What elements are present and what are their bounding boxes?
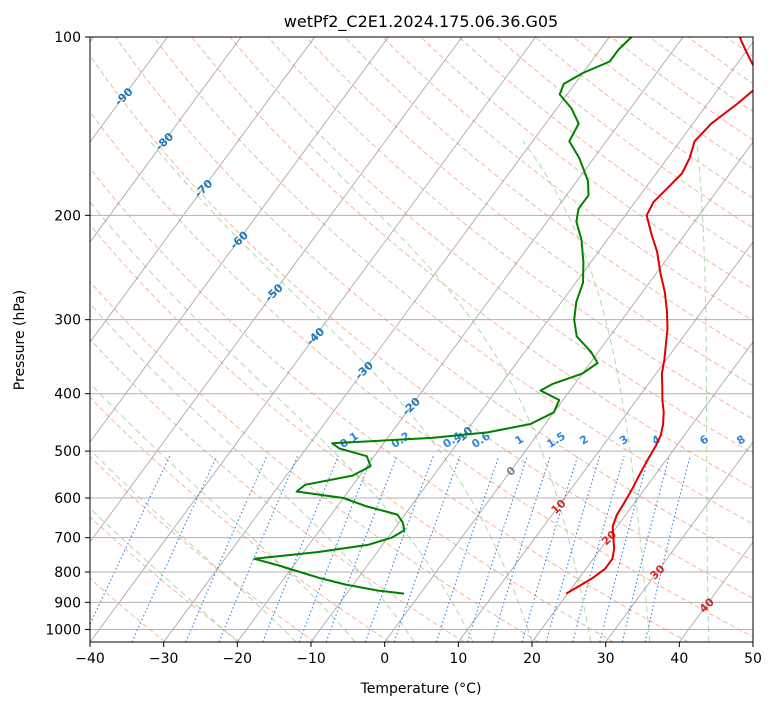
mixing-ratio-line [185,455,268,642]
dry-adiabat-line [90,455,315,642]
dry-adiabat-line [610,37,753,141]
isotherm-line [310,41,753,642]
mixing-ratio-line [545,456,601,642]
isotherm-line [384,141,753,642]
isotherm-line [163,37,610,642]
y-tick-label: 700 [54,531,81,547]
isotherm-line [90,37,389,443]
x-tick-label: 30 [597,651,615,667]
y-tick-label: 300 [54,313,81,329]
chart-title: wetPf2_C2E1.2024.175.06.36.G05 [284,12,558,32]
x-tick-label: −10 [296,651,326,667]
plot-area: 0.10.20.40.611.52346810131620253036-100-… [90,37,753,642]
mixing-ratio-line [521,456,579,642]
y-tick-label: 1000 [45,622,81,638]
x-tick-label: −40 [75,651,105,667]
plot-frame [89,36,754,643]
dry-adiabat-line [381,37,753,322]
dry-adiabat-line [90,280,540,642]
y-tick-label: 400 [54,387,81,403]
isotherm-line [90,37,316,343]
dry-adiabat-line [229,37,753,454]
x-tick-label: 20 [523,651,541,667]
temperature-profile-line [565,37,753,595]
mixing-ratio-line [435,456,500,642]
x-tick-label: −30 [149,651,179,667]
dry-adiabat-line [420,37,753,290]
y-tick-label: 900 [54,595,81,611]
dry-adiabat-line [90,338,465,642]
y-tick-label: 200 [54,208,81,224]
dry-adiabat-line [114,37,753,562]
mixing-ratio-line [466,456,528,642]
mixing-ratio-line [325,455,398,642]
isotherm-line [90,37,537,642]
mixing-ratio-line [393,456,461,642]
dry-adiabat-line [496,37,753,229]
x-axis-title: Temperature (°C) [360,681,482,697]
dry-adiabat-line [90,167,689,642]
y-tick-label: 500 [54,444,81,460]
mixing-ratio-line [262,455,339,642]
isotherm-line [605,441,753,642]
isotherm-line [90,37,168,143]
y-tick-label: 800 [54,565,81,581]
y-tick-label: 600 [54,491,81,507]
x-tick-label: 40 [670,651,688,667]
dry-adiabat-line [90,396,390,642]
dry-adiabat-line [153,37,753,525]
dewpoint-profile-line [253,37,633,595]
mixing-ratio-line [218,455,299,642]
mixing-ratio-line [364,456,434,642]
x-tick-label: 10 [449,651,467,667]
y-tick-label: 100 [54,30,81,46]
isotherm-line [90,37,242,243]
mixing-ratio-line [298,455,373,642]
x-tick-label: 50 [744,651,762,667]
isotherm-line [458,241,753,642]
y-axis-title: Pressure (hPa) [12,290,28,390]
dry-adiabat-line [90,111,753,638]
axes: −40 −30 −20 −10 0 10 20 30 40 50 100 200 300 400 500 60… [45,30,762,667]
dry-adiabat-line [534,37,753,199]
isotherm-line [90,37,463,543]
x-tick-label: −20 [223,651,253,667]
mixing-ratio-line [572,456,625,642]
isotherm-line [531,341,753,642]
x-tick-label: 0 [380,651,389,667]
mixing-ratio-line [491,456,551,642]
isotherm-line [237,37,684,642]
dry-adiabat-line [305,37,753,387]
